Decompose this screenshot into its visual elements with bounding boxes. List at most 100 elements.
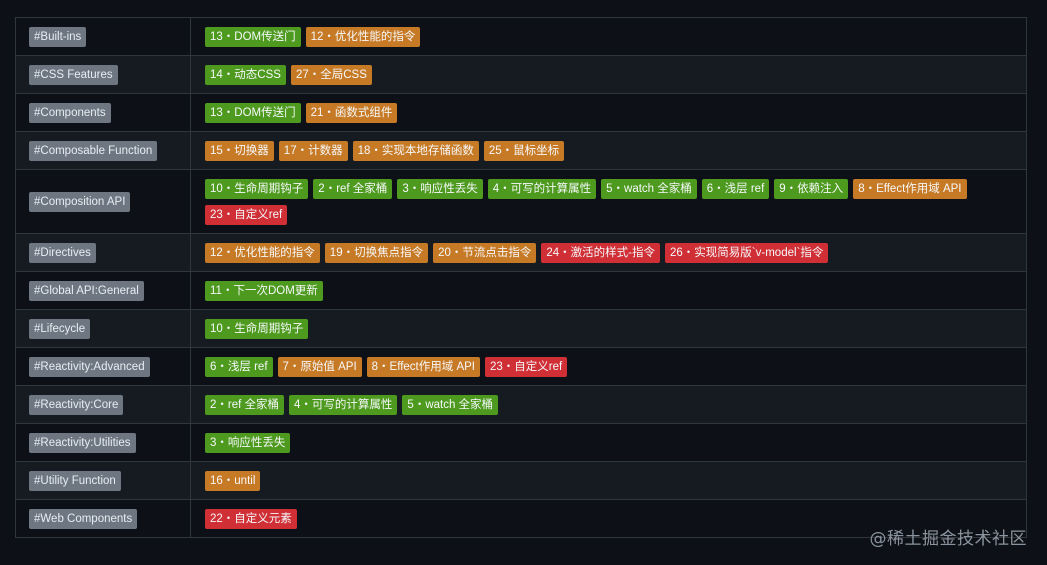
category-badge[interactable]: #Reactivity:Advanced: [29, 356, 150, 377]
table-row: #Reactivity:Utilities 3・响应性丢失: [15, 423, 1027, 462]
category-badge[interactable]: #CSS Features: [29, 64, 118, 85]
challenge-list: 22・自定义元素: [205, 508, 1026, 529]
challenge-badge[interactable]: 3・响应性丢失: [397, 178, 483, 199]
challenge-badge[interactable]: 17・计数器: [278, 140, 348, 161]
challenge-badge[interactable]: 21・函数式组件: [305, 102, 398, 123]
category-badge[interactable]: #Composition API: [29, 191, 131, 212]
challenge-badge[interactable]: 5・watch 全家桶: [601, 178, 697, 199]
challenge-badge[interactable]: 25・鼠标坐标: [483, 140, 565, 161]
challenge-list: 14・动态CSS 27・全局CSS: [205, 64, 1026, 85]
challenge-badge[interactable]: 11・下一次DOM更新: [205, 280, 323, 301]
challenge-badge[interactable]: 12・优化性能的指令: [205, 242, 320, 263]
challenges-cell: 3・响应性丢失: [190, 423, 1027, 462]
table-row: #CSS Features 14・动态CSS 27・全局CSS: [15, 55, 1027, 94]
challenges-cell: 12・优化性能的指令 19・切换焦点指令 20・节流点击指令 24・激活的样式-指令 2…: [190, 233, 1027, 272]
challenge-badge[interactable]: 20・节流点击指令: [433, 242, 537, 263]
challenges-cell: 2・ref 全家桶 4・可写的计算属性 5・watch 全家桶: [190, 385, 1027, 424]
category-badge[interactable]: #Web Components: [29, 508, 138, 529]
challenge-list: 10・生命周期钩子: [205, 318, 1026, 339]
challenge-badge[interactable]: 4・可写的计算属性: [487, 178, 597, 199]
challenge-badge[interactable]: 3・响应性丢失: [205, 432, 291, 453]
category-cell: #Built-ins: [15, 17, 191, 56]
challenge-badge[interactable]: 5・watch 全家桶: [402, 394, 499, 415]
challenge-badge[interactable]: 8・Effect作用域 API: [853, 178, 967, 199]
challenges-cell: 13・DOM传送门 12・优化性能的指令: [190, 17, 1027, 56]
challenges-cell: 10・生命周期钩子 2・ref 全家桶 3・响应性丢失 4・可写的计算属性 5・watc…: [190, 169, 1027, 234]
challenge-list: 2・ref 全家桶 4・可写的计算属性 5・watch 全家桶: [205, 394, 1026, 415]
challenges-cell: 15・切换器 17・计数器 18・实现本地存储函数 25・鼠标坐标: [190, 131, 1027, 170]
challenge-list: 3・响应性丢失: [205, 432, 1026, 453]
category-badge[interactable]: #Lifecycle: [29, 318, 91, 339]
challenge-badge[interactable]: 24・激活的样式-指令: [541, 242, 661, 263]
challenge-list: 13・DOM传送门 12・优化性能的指令: [205, 26, 1026, 47]
table-row: #Built-ins 13・DOM传送门 12・优化性能的指令: [15, 17, 1027, 56]
table-row: #Composable Function 15・切换器 17・计数器 18・实现本地存…: [15, 131, 1027, 170]
challenge-badge[interactable]: 18・实现本地存储函数: [352, 140, 479, 161]
challenge-badge[interactable]: 6・浅层 ref: [205, 356, 273, 377]
category-cell: #Reactivity:Utilities: [15, 423, 191, 462]
challenge-badge[interactable]: 16・until: [205, 470, 261, 491]
category-badge[interactable]: #Reactivity:Utilities: [29, 432, 136, 453]
category-cell: #Lifecycle: [15, 309, 191, 348]
challenge-list: 13・DOM传送门 21・函数式组件: [205, 102, 1026, 123]
category-cell: #Web Components: [15, 499, 191, 538]
challenge-badge[interactable]: 2・ref 全家桶: [313, 178, 393, 199]
table-row: #Utility Function 16・until: [15, 461, 1027, 500]
category-badge[interactable]: #Global API:General: [29, 280, 144, 301]
category-cell: #Global API:General: [15, 271, 191, 310]
challenge-badge[interactable]: 2・ref 全家桶: [205, 394, 285, 415]
challenges-cell: 13・DOM传送门 21・函数式组件: [190, 93, 1027, 132]
table-row: #Composition API 10・生命周期钩子 2・ref 全家桶 3・响应性丢…: [15, 169, 1027, 234]
category-cell: #Reactivity:Core: [15, 385, 191, 424]
challenge-badge[interactable]: 23・自定义ref: [484, 356, 568, 377]
table-row: #Reactivity:Core 2・ref 全家桶 4・可写的计算属性 5・watc…: [15, 385, 1027, 424]
table-row: #Reactivity:Advanced 6・浅层 ref 7・原始值 API 8・E…: [15, 347, 1027, 386]
table-row: #Web Components 22・自定义元素: [15, 499, 1027, 538]
category-cell: #Components: [15, 93, 191, 132]
challenge-badge[interactable]: 26・实现简易版`v-model`指令: [665, 242, 829, 263]
challenge-badge[interactable]: 8・Effect作用域 API: [366, 356, 480, 377]
challenge-badge[interactable]: 10・生命周期钩子: [205, 178, 309, 199]
challenge-badge[interactable]: 23・自定义ref: [205, 204, 288, 225]
category-cell: #CSS Features: [15, 55, 191, 94]
challenge-list: 16・until: [205, 470, 1026, 491]
challenge-list: 6・浅层 ref 7・原始值 API 8・Effect作用域 API 23・自定义re…: [205, 356, 1026, 377]
challenge-badge[interactable]: 6・浅层 ref: [701, 178, 770, 199]
challenges-cell: 22・自定义元素: [190, 499, 1027, 538]
watermark: @稀土掘金技术社区: [869, 529, 1027, 549]
category-badge[interactable]: #Components: [29, 102, 111, 123]
category-cell: #Reactivity:Advanced: [15, 347, 191, 386]
challenge-badge[interactable]: 12・优化性能的指令: [305, 26, 421, 47]
challenge-badge[interactable]: 4・可写的计算属性: [289, 394, 398, 415]
challenge-list: 11・下一次DOM更新: [205, 280, 1026, 301]
tags-table-body: #Built-ins 13・DOM传送门 12・优化性能的指令 #CSS Featur…: [15, 17, 1027, 538]
table-row: #Lifecycle 10・生命周期钩子: [15, 309, 1027, 348]
category-badge[interactable]: #Composable Function: [29, 140, 158, 161]
challenge-badge[interactable]: 19・切换焦点指令: [324, 242, 429, 263]
category-cell: #Composable Function: [15, 131, 191, 170]
challenge-badge[interactable]: 7・原始值 API: [277, 356, 362, 377]
challenges-cell: 11・下一次DOM更新: [190, 271, 1027, 310]
table-row: #Components 13・DOM传送门 21・函数式组件: [15, 93, 1027, 132]
challenge-badge[interactable]: 13・DOM传送门: [205, 26, 301, 47]
challenge-list: 15・切换器 17・计数器 18・实现本地存储函数 25・鼠标坐标: [205, 140, 1026, 161]
category-badge[interactable]: #Reactivity:Core: [29, 394, 124, 415]
challenges-cell: 6・浅层 ref 7・原始值 API 8・Effect作用域 API 23・自定义re…: [190, 347, 1027, 386]
category-cell: #Composition API: [15, 169, 191, 234]
category-badge[interactable]: #Built-ins: [29, 26, 87, 47]
category-cell: #Utility Function: [15, 461, 191, 500]
challenge-badge[interactable]: 15・切换器: [205, 140, 274, 161]
challenge-badge[interactable]: 14・动态CSS: [205, 64, 286, 85]
category-badge[interactable]: #Directives: [29, 242, 96, 263]
challenge-badge[interactable]: 22・自定义元素: [205, 508, 297, 529]
tags-table: #Built-ins 13・DOM传送门 12・优化性能的指令 #CSS Featur…: [15, 17, 1027, 538]
challenge-badge[interactable]: 13・DOM传送门: [205, 102, 301, 123]
category-badge[interactable]: #Utility Function: [29, 470, 121, 491]
challenge-badge[interactable]: 9・依赖注入: [774, 178, 849, 199]
category-cell: #Directives: [15, 233, 191, 272]
table-row: #Directives 12・优化性能的指令 19・切换焦点指令 20・节流点击指令 2…: [15, 233, 1027, 272]
table-row: #Global API:General 11・下一次DOM更新: [15, 271, 1027, 310]
challenge-badge[interactable]: 27・全局CSS: [290, 64, 372, 85]
challenge-badge[interactable]: 10・生命周期钩子: [205, 318, 309, 339]
